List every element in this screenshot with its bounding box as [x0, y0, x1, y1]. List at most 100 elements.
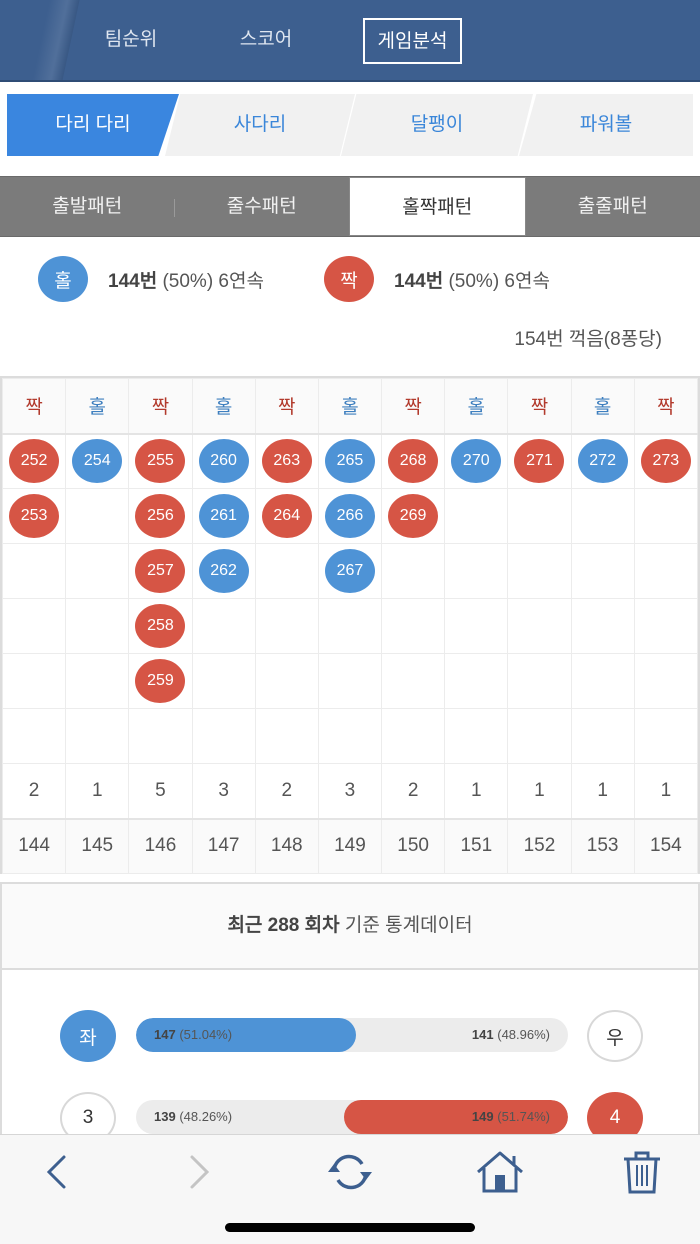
grid-cell — [570, 653, 635, 709]
round-number: 145 — [65, 817, 130, 874]
column-type-even: 짝 — [1, 378, 67, 435]
grid-cell — [444, 598, 509, 654]
streak-count: 2 — [254, 763, 319, 819]
grid-cell: 261 — [191, 488, 256, 544]
odd-count: 144번 — [108, 270, 158, 292]
grid-cell: 264 — [254, 488, 319, 544]
column-type-odd: 홀 — [191, 378, 256, 435]
tab-line-pattern[interactable]: 줄수패턴 — [175, 177, 350, 236]
streak-count: 1 — [570, 763, 635, 819]
grid-cell: 259 — [128, 653, 193, 709]
grid-cell: 253 — [1, 488, 67, 544]
grid-round-row: 144 145 146 147 148 149 150 151 152 153 154 — [1, 817, 699, 874]
left-stat: 147 (51.04%) — [154, 1027, 233, 1042]
right-badge: 우 — [587, 1010, 643, 1062]
result-ball-even: 259 — [135, 659, 186, 703]
grid-cell: 265 — [317, 433, 383, 489]
grid-cell — [570, 708, 635, 764]
grid-cell — [254, 543, 319, 599]
grid-cell — [254, 653, 319, 709]
tab-label: 홀짝패턴 — [402, 197, 473, 218]
nav-game-analysis[interactable]: 게임분석 — [363, 18, 462, 64]
grid-cell: 271 — [507, 433, 572, 489]
grid-cell — [254, 598, 319, 654]
tab-odd-even-pattern[interactable]: 홀짝패턴 — [349, 177, 526, 236]
grid-cell — [507, 598, 572, 654]
grid-cell — [570, 598, 635, 654]
right-stat: 149 (51.74%) — [471, 1109, 550, 1124]
stats-panel: 최근 288 회차 기준 통계데이터 좌 147 (51.04%) 141 (4… — [0, 882, 700, 1144]
grid-ball-row: 258 — [1, 598, 699, 654]
even-badge: 짝 — [324, 256, 374, 302]
result-ball-odd: 265 — [324, 439, 375, 484]
result-ball-even: 257 — [135, 549, 186, 593]
grid-cell — [381, 653, 446, 709]
grid-cell: 273 — [633, 433, 699, 489]
header-decoration — [28, 0, 82, 80]
grid-cell — [191, 653, 256, 709]
refresh-button[interactable] — [320, 1147, 380, 1197]
tab-start-line-pattern[interactable]: 출줄패턴 — [526, 177, 700, 236]
grid-cell — [444, 488, 509, 544]
divider — [173, 199, 175, 217]
column-type-even: 짝 — [254, 378, 319, 435]
grid-cell — [381, 543, 446, 599]
grid-ball-row: 257 262 267 — [1, 543, 699, 599]
grid-cell — [191, 708, 256, 764]
nav-team-rank[interactable]: 팀순위 — [104, 29, 158, 50]
odd-summary-text: 144번 (50%) 6연속 — [108, 266, 264, 293]
round-number: 149 — [317, 817, 383, 874]
grid-cell: 252 — [1, 433, 67, 489]
chevron-right-icon — [190, 1155, 210, 1189]
tab-dari-dari[interactable]: 다리 다리 — [7, 94, 179, 156]
grid-cell — [507, 488, 572, 544]
grid-cell — [633, 653, 699, 709]
grid-cell — [444, 543, 509, 599]
column-type-odd: 홀 — [570, 378, 635, 435]
round-number: 147 — [191, 817, 256, 874]
grid-cell: 258 — [128, 598, 193, 654]
round-number: 151 — [444, 817, 509, 874]
stat-row-left-right: 좌 147 (51.04%) 141 (48.96%) 우 — [60, 1010, 645, 1062]
forward-button[interactable] — [170, 1147, 230, 1197]
tab-snail[interactable]: 달팽이 — [341, 94, 533, 156]
grid-cell: 257 — [128, 543, 193, 599]
result-ball-even: 252 — [9, 439, 60, 484]
grid-cell: 255 — [128, 433, 193, 489]
result-ball-even: 255 — [135, 439, 186, 484]
grid-cell — [381, 598, 446, 654]
tab-sadari[interactable]: 사다리 — [165, 94, 355, 156]
home-indicator[interactable] — [225, 1223, 475, 1232]
grid-cell — [191, 598, 256, 654]
result-ball-even: 268 — [388, 439, 439, 484]
streak-count: 1 — [444, 763, 509, 819]
result-ball-odd: 260 — [198, 439, 249, 484]
home-button[interactable] — [470, 1147, 530, 1197]
trash-button[interactable] — [612, 1147, 672, 1197]
grid-cell — [507, 708, 572, 764]
grid-cell — [381, 708, 446, 764]
result-ball-even: 273 — [640, 439, 691, 484]
back-button[interactable] — [26, 1147, 86, 1197]
result-ball-odd: 254 — [72, 439, 123, 484]
tab-label: 줄수패턴 — [226, 196, 297, 217]
nav-score[interactable]: 스코어 — [239, 29, 293, 50]
ratio-fill-left — [136, 1018, 357, 1052]
left-badge: 좌 — [60, 1010, 116, 1062]
column-type-even: 짝 — [381, 378, 446, 435]
round-number: 144 — [1, 817, 67, 874]
tab-powerball[interactable]: 파워볼 — [519, 94, 693, 156]
grid-ball-row: 259 — [1, 653, 699, 709]
grid-ball-row: 253 256 261 264 266 269 — [1, 488, 699, 544]
grid-cell: 270 — [444, 433, 509, 489]
grid-cell — [317, 708, 383, 764]
grid-cell — [570, 488, 635, 544]
result-ball-even: 269 — [388, 494, 439, 538]
round-number: 146 — [128, 817, 193, 874]
round-number: 154 — [633, 817, 699, 874]
column-type-even: 짝 — [128, 378, 193, 435]
tab-start-pattern[interactable]: 출발패턴 — [0, 177, 175, 236]
grid-cell — [1, 598, 67, 654]
streak-count: 5 — [128, 763, 193, 819]
pattern-table: 짝 홀 짝 홀 짝 홀 짝 홀 짝 홀 짝 252 254 255 260 263 265 268 270 271 27… — [1, 378, 699, 874]
